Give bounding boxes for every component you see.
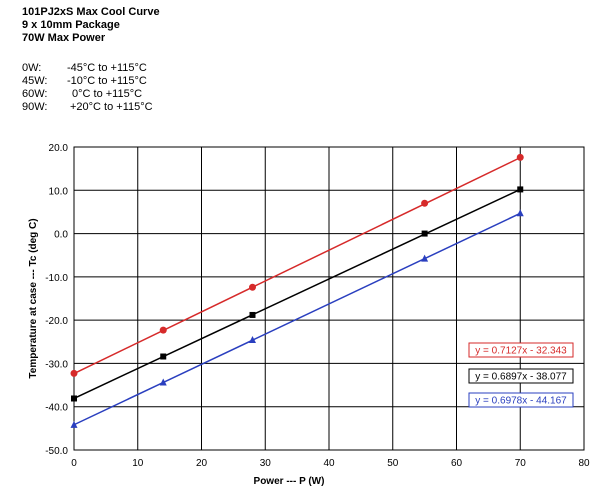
data-point-triangle	[159, 378, 167, 386]
power-range-row: 60W: 0°C to +115°C	[22, 88, 153, 101]
range-power-label: 0W:	[22, 62, 42, 74]
chart-title-line-2: 9 x 10mm Package	[22, 19, 120, 31]
chart-title-line-1: 101PJ2xS Max Cool Curve	[22, 6, 160, 18]
data-point-circle	[70, 369, 78, 377]
y-tick-label: -10.0	[45, 273, 68, 284]
data-point-circle	[159, 326, 167, 334]
trendline-circle	[73, 156, 521, 375]
y-axis-label: Temperature at case --- Tc (deg C)	[28, 218, 39, 378]
equation-box	[468, 368, 574, 384]
x-axis-label: Power --- P (W)	[254, 476, 325, 487]
trendline-equation-label: y = 0.7127x - 32.343	[475, 346, 567, 357]
x-tick-label: 50	[387, 458, 399, 469]
equation-box	[468, 392, 574, 408]
x-tick-label: 30	[260, 458, 272, 469]
trendline-equation-label: y = 0.6897x - 38.077	[475, 372, 567, 383]
data-point-square	[517, 186, 524, 193]
data-point-square	[249, 311, 256, 318]
plot-area-frame	[73, 146, 585, 451]
x-tick-label: 0	[71, 458, 77, 469]
data-point-square	[160, 353, 167, 360]
data-point-circle	[516, 153, 524, 161]
range-value: 0°C to +115°C	[72, 88, 143, 100]
y-tick-label: -20.0	[45, 316, 68, 327]
y-tick-label: -40.0	[45, 403, 68, 414]
trendline-triangle	[73, 212, 521, 426]
range-power-label: 60W:	[22, 88, 48, 100]
power-range-list: 0W: -45°C to +115°C 45W: -10°C to +115°C…	[22, 62, 153, 114]
y-tick-label: 10.0	[49, 186, 69, 197]
x-tick-label: 70	[515, 458, 527, 469]
power-range-row: 90W: +20°C to +115°C	[22, 101, 153, 114]
range-value: -45°C to +115°C	[67, 62, 147, 74]
x-tick-label: 80	[578, 458, 590, 469]
x-tick-label: 10	[132, 458, 144, 469]
x-tick-label: 40	[323, 458, 335, 469]
y-tick-label: 0.0	[54, 230, 68, 241]
y-tick-label: -50.0	[45, 446, 68, 457]
data-point-triangle	[516, 209, 524, 217]
data-point-triangle	[421, 254, 429, 262]
y-tick-label: 20.0	[49, 143, 69, 154]
trendline-equation-label: y = 0.6978x - 44.167	[475, 396, 567, 407]
x-tick-label: 20	[196, 458, 208, 469]
data-point-triangle	[249, 336, 256, 344]
x-tick-label: 60	[451, 458, 463, 469]
power-range-row: 45W: -10°C to +115°C	[22, 75, 153, 88]
y-tick-label: -30.0	[45, 359, 68, 370]
range-power-label: 45W:	[22, 75, 48, 87]
data-point-square	[421, 230, 428, 237]
data-point-square	[71, 395, 77, 402]
power-range-row: 0W: -45°C to +115°C	[22, 62, 153, 75]
range-power-label: 90W:	[22, 101, 48, 113]
range-value: +20°C to +115°C	[70, 101, 153, 113]
chart-title-line-3: 70W Max Power	[22, 32, 106, 44]
range-value: -10°C to +115°C	[67, 75, 147, 87]
trendline-square	[73, 188, 521, 400]
data-point-triangle	[70, 420, 78, 428]
chart-header: 101PJ2xS Max Cool Curve 9 x 10mm Package…	[22, 6, 160, 45]
data-point-circle	[249, 283, 256, 291]
equation-box	[468, 342, 574, 358]
data-point-circle	[421, 199, 429, 207]
